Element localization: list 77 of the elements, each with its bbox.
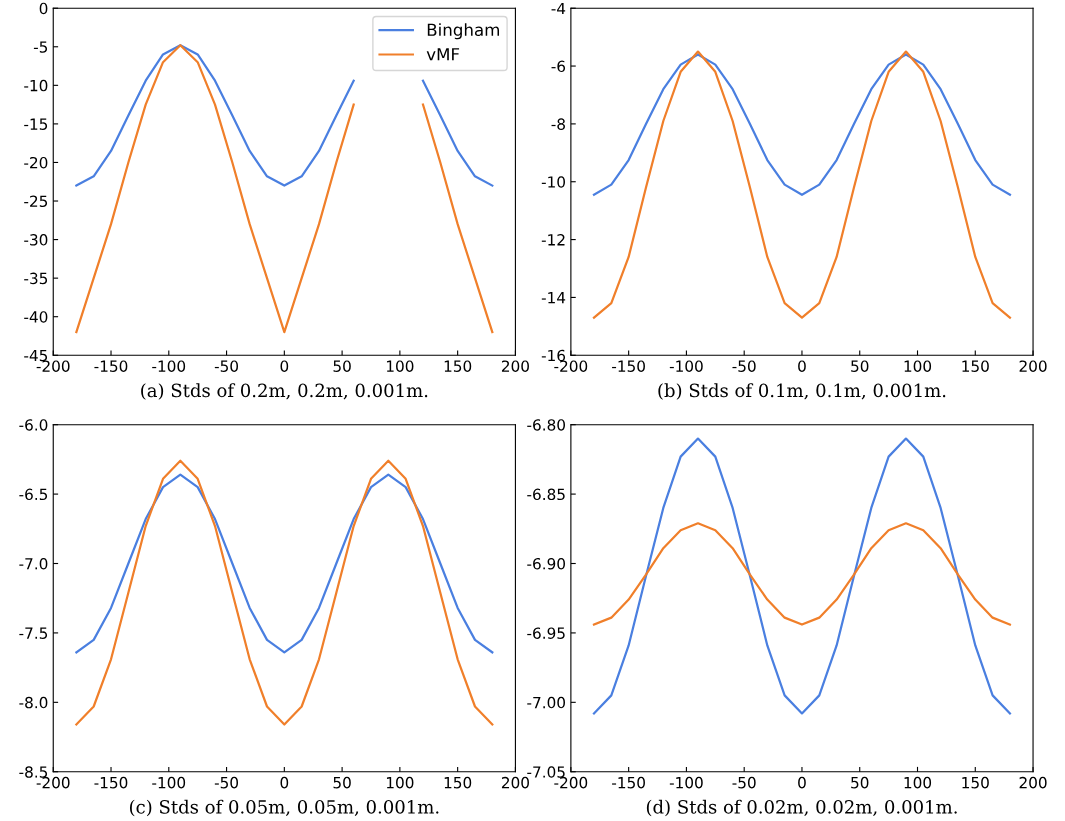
x-tick-label: 100 [904,360,932,372]
y-tick-label: -10 [541,176,566,188]
y-tick-label: -35 [24,272,48,285]
y-tick-label: -45 [24,349,48,362]
y-tick-label: -6 [551,60,566,73]
y-tick-label: -6.80 [527,419,566,431]
x-tick-label: -100 [152,360,186,372]
x-axis-title: (d) Stds of 0.02m, 0.02m, 0.001m. [646,799,957,817]
legend-label: Bingham [427,23,499,40]
y-tick-label: -10 [24,79,48,92]
x-tick-label: 0 [798,776,806,789]
y-tick-label: -40 [24,311,48,323]
y-tick-label: -7.5 [19,627,48,639]
y-tick-label: -6.95 [527,627,565,639]
x-tick-label: 200 [1019,360,1047,372]
x-tick-label: -50 [732,360,756,372]
x-tick-label: -100 [152,776,186,789]
y-tick-label: -4 [551,2,566,15]
line-series [592,522,1012,626]
x-tick-label: 0 [798,360,806,372]
y-tick-label: -7.05 [527,766,565,778]
x-tick-label: 150 [962,776,989,789]
line-series [592,53,1012,196]
x-tick-label: 0 [280,776,289,789]
y-tick-label: -20 [24,156,48,169]
x-tick-label: 100 [386,360,414,372]
y-tick-label: -7.00 [527,696,566,709]
x-tick-label: -50 [214,360,239,372]
x-tick-label: -150 [94,360,128,372]
y-tick-label: -6.85 [527,488,565,501]
x-tick-label: -200 [554,360,588,372]
line-series [592,437,1012,715]
x-tick-label: 100 [904,776,932,789]
y-tick-label: -14 [541,292,566,304]
x-tick-label: -200 [36,776,70,789]
x-tick-label: 100 [386,776,414,789]
x-tick-label: -100 [669,360,703,372]
x-tick-label: -150 [612,360,645,372]
y-tick-label: -8.5 [19,766,48,778]
line-series [592,50,1012,319]
x-tick-label: 150 [444,776,472,789]
x-tick-label: -150 [612,776,645,789]
x-axis-title: (b) Stds of 0.1m, 0.1m, 0.001m. [658,383,946,400]
x-tick-label: -200 [36,360,70,372]
x-tick-label: -50 [732,776,756,789]
y-tick-label: -6.90 [527,557,566,570]
x-tick-label: 200 [501,360,529,372]
y-tick-label: -25 [24,195,48,208]
x-axis-title: (a) Stds of 0.2m, 0.2m, 0.001m. [141,383,428,400]
x-tick-label: 50 [333,360,351,372]
x-tick-label: 200 [501,776,529,789]
y-tick-label: -7.0 [19,557,48,570]
x-tick-label: -200 [554,776,588,789]
y-tick-label: -8 [551,118,565,130]
y-tick-label: -30 [24,234,48,246]
x-axis-title: (c) Stds of 0.05m, 0.05m, 0.001m. [129,799,439,817]
y-tick-label: -6.5 [19,488,48,501]
y-tick-label: -15 [24,118,48,130]
x-tick-label: -100 [669,776,703,789]
line-series [75,459,494,726]
x-tick-label: 50 [333,776,351,789]
x-tick-label: 200 [1019,776,1047,789]
x-tick-label: 50 [851,776,869,789]
y-tick-label: -8.0 [19,696,48,709]
x-tick-label: -150 [94,776,128,789]
legend-label: vMF [426,48,460,61]
y-tick-label: -16 [541,349,566,362]
x-tick-label: -50 [214,776,239,789]
y-tick-label: -6.0 [19,419,48,431]
x-tick-label: 0 [280,360,289,372]
x-tick-label: 150 [444,360,472,372]
line-series [75,473,494,654]
y-tick-label: -12 [541,234,565,246]
y-tick-label: -5 [33,41,48,53]
y-tick-label: 0 [39,2,48,15]
x-tick-label: 50 [851,360,869,372]
x-tick-label: 150 [962,360,989,372]
